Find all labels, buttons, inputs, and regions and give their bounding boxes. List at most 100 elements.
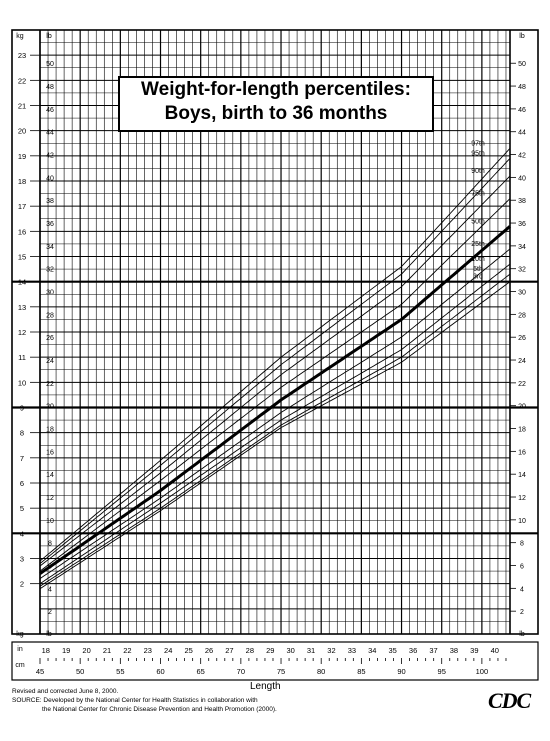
y-tick-lb-left: 28 bbox=[46, 312, 54, 319]
percentile-curve-10th bbox=[39, 263, 511, 585]
y-tick-lb-left: 44 bbox=[46, 130, 54, 137]
y-unit-lb-right-bottom: lb bbox=[519, 631, 525, 638]
x-tick-in: 27 bbox=[225, 646, 233, 655]
x-tick-cm: 80 bbox=[317, 667, 325, 676]
x-unit-in: in bbox=[17, 646, 23, 653]
cdc-logo: CDC bbox=[488, 688, 531, 713]
percentile-label-90th: 90th bbox=[471, 168, 485, 175]
y-tick-kg-left: 20 bbox=[18, 127, 26, 136]
y-tick-lb-left: 50 bbox=[46, 61, 54, 68]
y-tick-lb-left: 24 bbox=[46, 358, 54, 365]
percentile-curve-90th bbox=[39, 175, 511, 567]
x-tick-in: 38 bbox=[450, 646, 458, 655]
y-tick-lb-left: 30 bbox=[46, 290, 54, 297]
x-tick-in: 24 bbox=[164, 646, 172, 655]
y-tick-lb-left: 32 bbox=[46, 267, 54, 274]
percentile-curve-25th bbox=[39, 248, 511, 579]
x-tick-cm: 55 bbox=[116, 667, 124, 676]
footer-source: SOURCE: Developed by the National Center… bbox=[12, 697, 258, 704]
y-tick-lb-left: 20 bbox=[46, 404, 54, 411]
y-tick-lb-right: 12 bbox=[518, 495, 526, 502]
percentile-label-95th: 95th bbox=[471, 150, 485, 157]
y-tick-lb-right: 46 bbox=[518, 107, 526, 114]
y-tick-lb-left: 4 bbox=[48, 586, 52, 593]
percentile-label-5th: 5th bbox=[473, 266, 483, 273]
y-tick-lb-right: 20 bbox=[518, 404, 526, 411]
x-tick-cm: 50 bbox=[76, 667, 84, 676]
y-tick-kg-left: 15 bbox=[18, 253, 26, 262]
y-tick-kg-left: 13 bbox=[18, 303, 26, 312]
y-tick-lb-left: 36 bbox=[46, 221, 54, 228]
y-tick-lb-left: 14 bbox=[46, 472, 54, 479]
chart-subtitle: Boys, birth to 36 months bbox=[164, 103, 388, 124]
percentile-curve-75th bbox=[39, 198, 511, 572]
percentile-curve-3rd bbox=[39, 281, 511, 590]
y-tick-kg-left: 16 bbox=[18, 227, 26, 236]
x-tick-in: 25 bbox=[184, 646, 192, 655]
x-tick-cm: 60 bbox=[156, 667, 164, 676]
y-tick-kg-left: 23 bbox=[18, 51, 26, 60]
y-tick-lb-right: 10 bbox=[518, 518, 526, 525]
chart-frame bbox=[11, 29, 539, 635]
x-tick-in: 40 bbox=[491, 646, 499, 655]
x-tick-in: 36 bbox=[409, 646, 417, 655]
y-tick-lb-left: 12 bbox=[46, 495, 54, 502]
x-unit-cm: cm bbox=[15, 662, 25, 669]
y-tick-lb-left: 10 bbox=[46, 518, 54, 525]
x-tick-cm: 100 bbox=[476, 667, 489, 676]
y-tick-kg-left: 18 bbox=[18, 177, 26, 186]
footer-revised: Revised and corrected June 8, 2000. bbox=[12, 688, 119, 695]
x-tick-in: 22 bbox=[123, 646, 131, 655]
y-tick-lb-right: 44 bbox=[518, 130, 526, 137]
x-tick-in: 29 bbox=[266, 646, 274, 655]
y-tick-lb-right: 50 bbox=[518, 61, 526, 68]
y-tick-lb-left: 40 bbox=[46, 175, 54, 182]
x-tick-in: 33 bbox=[348, 646, 356, 655]
y-unit-lb-left: lb bbox=[46, 33, 52, 40]
y-tick-lb-right: 28 bbox=[518, 312, 526, 319]
y-tick-lb-right: 24 bbox=[518, 358, 526, 365]
y-tick-kg-left: 5 bbox=[20, 504, 24, 513]
x-tick-in: 28 bbox=[246, 646, 254, 655]
percentile-curve-5th bbox=[39, 273, 511, 587]
x-tick-in: 19 bbox=[62, 646, 70, 655]
y-tick-lb-left: 8 bbox=[48, 541, 52, 548]
y-tick-lb-left: 42 bbox=[46, 153, 54, 160]
y-tick-kg-left: 22 bbox=[18, 76, 26, 85]
y-tick-lb-left: 34 bbox=[46, 244, 54, 251]
y-tick-kg-left: 2 bbox=[20, 580, 24, 589]
percentile-curve-95th bbox=[39, 158, 511, 564]
y-unit-kg-left-bottom: kg bbox=[16, 631, 24, 638]
y-tick-lb-right: 18 bbox=[518, 427, 526, 434]
percentile-label-10th: 10th bbox=[471, 256, 485, 263]
y-tick-kg-left: 19 bbox=[18, 152, 26, 161]
y-tick-lb-left: 22 bbox=[46, 381, 54, 388]
chart-title: Weight-for-length percentiles: bbox=[141, 79, 411, 100]
y-unit-kg-left: kg bbox=[16, 33, 24, 40]
y-tick-kg-left: 11 bbox=[18, 353, 26, 362]
x-tick-in: 18 bbox=[42, 646, 50, 655]
y-tick-lb-right: 22 bbox=[518, 381, 526, 388]
x-tick-in: 39 bbox=[470, 646, 478, 655]
y-tick-lb-left: 48 bbox=[46, 84, 54, 91]
y-tick-lb-right: 16 bbox=[518, 449, 526, 456]
x-axis-box bbox=[11, 641, 539, 681]
x-tick-cm: 75 bbox=[277, 667, 285, 676]
y-tick-kg-left: 7 bbox=[20, 454, 24, 463]
percentile-label-3rd: 3rd bbox=[473, 274, 483, 281]
x-tick-in: 37 bbox=[429, 646, 437, 655]
y-unit-lb-left-bottom: lb bbox=[46, 631, 52, 638]
x-tick-in: 30 bbox=[286, 646, 294, 655]
x-tick-cm: 95 bbox=[438, 667, 446, 676]
x-tick-cm: 85 bbox=[357, 667, 365, 676]
x-tick-in: 31 bbox=[307, 646, 315, 655]
y-tick-lb-left: 16 bbox=[46, 449, 54, 456]
y-tick-lb-left: 18 bbox=[46, 427, 54, 434]
x-tick-cm: 90 bbox=[397, 667, 405, 676]
y-tick-lb-right: 40 bbox=[518, 175, 526, 182]
x-tick-cm: 70 bbox=[237, 667, 245, 676]
x-axis-label: Length bbox=[250, 681, 281, 692]
x-tick-cm: 65 bbox=[197, 667, 205, 676]
y-tick-lb-right: 26 bbox=[518, 335, 526, 342]
